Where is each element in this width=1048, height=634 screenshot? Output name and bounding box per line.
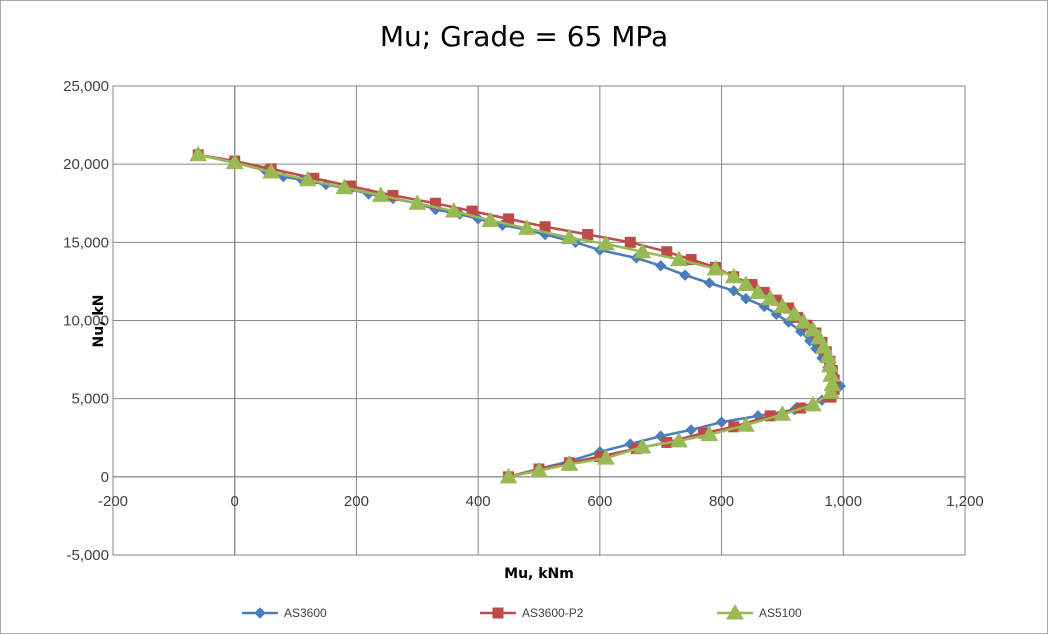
legend-marker <box>726 603 744 620</box>
data-point <box>749 283 767 299</box>
legend-swatch <box>480 607 516 619</box>
data-point <box>685 424 697 436</box>
chart-title: Mu; Grade = 65 MPa <box>379 20 669 53</box>
data-point <box>685 254 697 266</box>
legend-item: AS3600-P2 <box>478 600 583 626</box>
legend-item: AS3600 <box>240 600 327 626</box>
legend-item: AS5100 <box>715 600 802 626</box>
data-point <box>703 277 716 289</box>
data-point <box>298 170 317 187</box>
x-tick-label: 600 <box>587 493 612 510</box>
legend-label: AS3600-P2 <box>522 606 584 620</box>
series-as3600-p2 <box>192 149 840 483</box>
y-tick-label: 20,000 <box>63 156 109 173</box>
data-point <box>715 416 728 428</box>
data-point <box>444 202 463 218</box>
data-point <box>670 250 688 267</box>
y-tick-label: 0 <box>101 469 109 486</box>
x-tick-label: 800 <box>709 493 734 510</box>
data-point <box>728 285 740 297</box>
data-point <box>408 194 427 210</box>
series-as3600 <box>192 149 846 483</box>
grid-lines <box>112 85 966 556</box>
data-point <box>560 455 579 471</box>
legend: AS3600 AS3600-P2 AS5100 <box>0 600 1048 626</box>
data-point <box>740 292 752 305</box>
data-point <box>530 461 548 478</box>
data-point <box>387 189 399 201</box>
y-axis-title: Nu, kN <box>91 295 107 348</box>
data-point <box>335 178 354 195</box>
x-tick-label: 1,200 <box>946 493 984 510</box>
data-point <box>633 438 652 454</box>
x-tick-label: 1,000 <box>825 493 863 510</box>
data-point <box>706 259 725 276</box>
y-tick-label: 10,000 <box>63 313 109 330</box>
data-point <box>670 431 688 448</box>
legend-swatch <box>717 603 753 620</box>
x-axis-title: Mu, kNm <box>504 566 574 582</box>
x-tick-label: -200 <box>98 493 128 510</box>
data-point <box>773 405 792 421</box>
data-point <box>560 228 579 245</box>
data-point <box>225 153 244 170</box>
data-point <box>582 229 594 241</box>
data-point <box>539 221 551 233</box>
legend-marker <box>254 607 266 619</box>
x-tick-label: 400 <box>466 493 491 510</box>
data-point <box>517 219 536 235</box>
data-point <box>737 275 755 292</box>
data-point <box>499 467 518 484</box>
y-tick-label: 5,000 <box>71 391 109 408</box>
legend-label: AS3600 <box>284 606 327 620</box>
tick-labels: -200 0 200 400 600 800 1,000 1,200 -5,000 0 5,000 1… <box>63 78 984 564</box>
data-point <box>633 242 652 259</box>
series-lines <box>189 145 846 484</box>
legend-label: AS5100 <box>759 606 802 620</box>
legend-marker <box>492 607 504 619</box>
data-point <box>700 425 719 442</box>
chart-plot: -200 0 200 400 600 800 1,000 1,200 -5,000 0 5,000 1… <box>63 78 984 582</box>
data-point <box>371 186 390 202</box>
data-point <box>481 211 500 227</box>
data-point <box>773 297 792 313</box>
data-point <box>822 383 840 399</box>
data-point <box>597 449 615 465</box>
data-point <box>724 267 743 284</box>
data-point <box>655 260 667 272</box>
data-point <box>785 305 804 321</box>
x-tick-label: 200 <box>344 493 369 510</box>
y-tick-label: 15,000 <box>63 234 109 251</box>
data-point <box>624 236 636 248</box>
data-point <box>597 234 615 251</box>
y-tick-label: 25,000 <box>63 78 109 95</box>
data-point <box>794 313 813 329</box>
legend-swatch <box>242 607 278 619</box>
y-tick-label: -5,000 <box>66 547 109 564</box>
x-tick-label: 0 <box>231 493 239 510</box>
data-point <box>189 145 208 162</box>
data-point <box>262 162 281 179</box>
data-point <box>737 416 755 432</box>
series-as5100 <box>189 145 842 484</box>
series-line <box>197 153 834 479</box>
data-point <box>679 269 691 281</box>
data-point <box>761 289 780 306</box>
data-point <box>803 395 822 412</box>
